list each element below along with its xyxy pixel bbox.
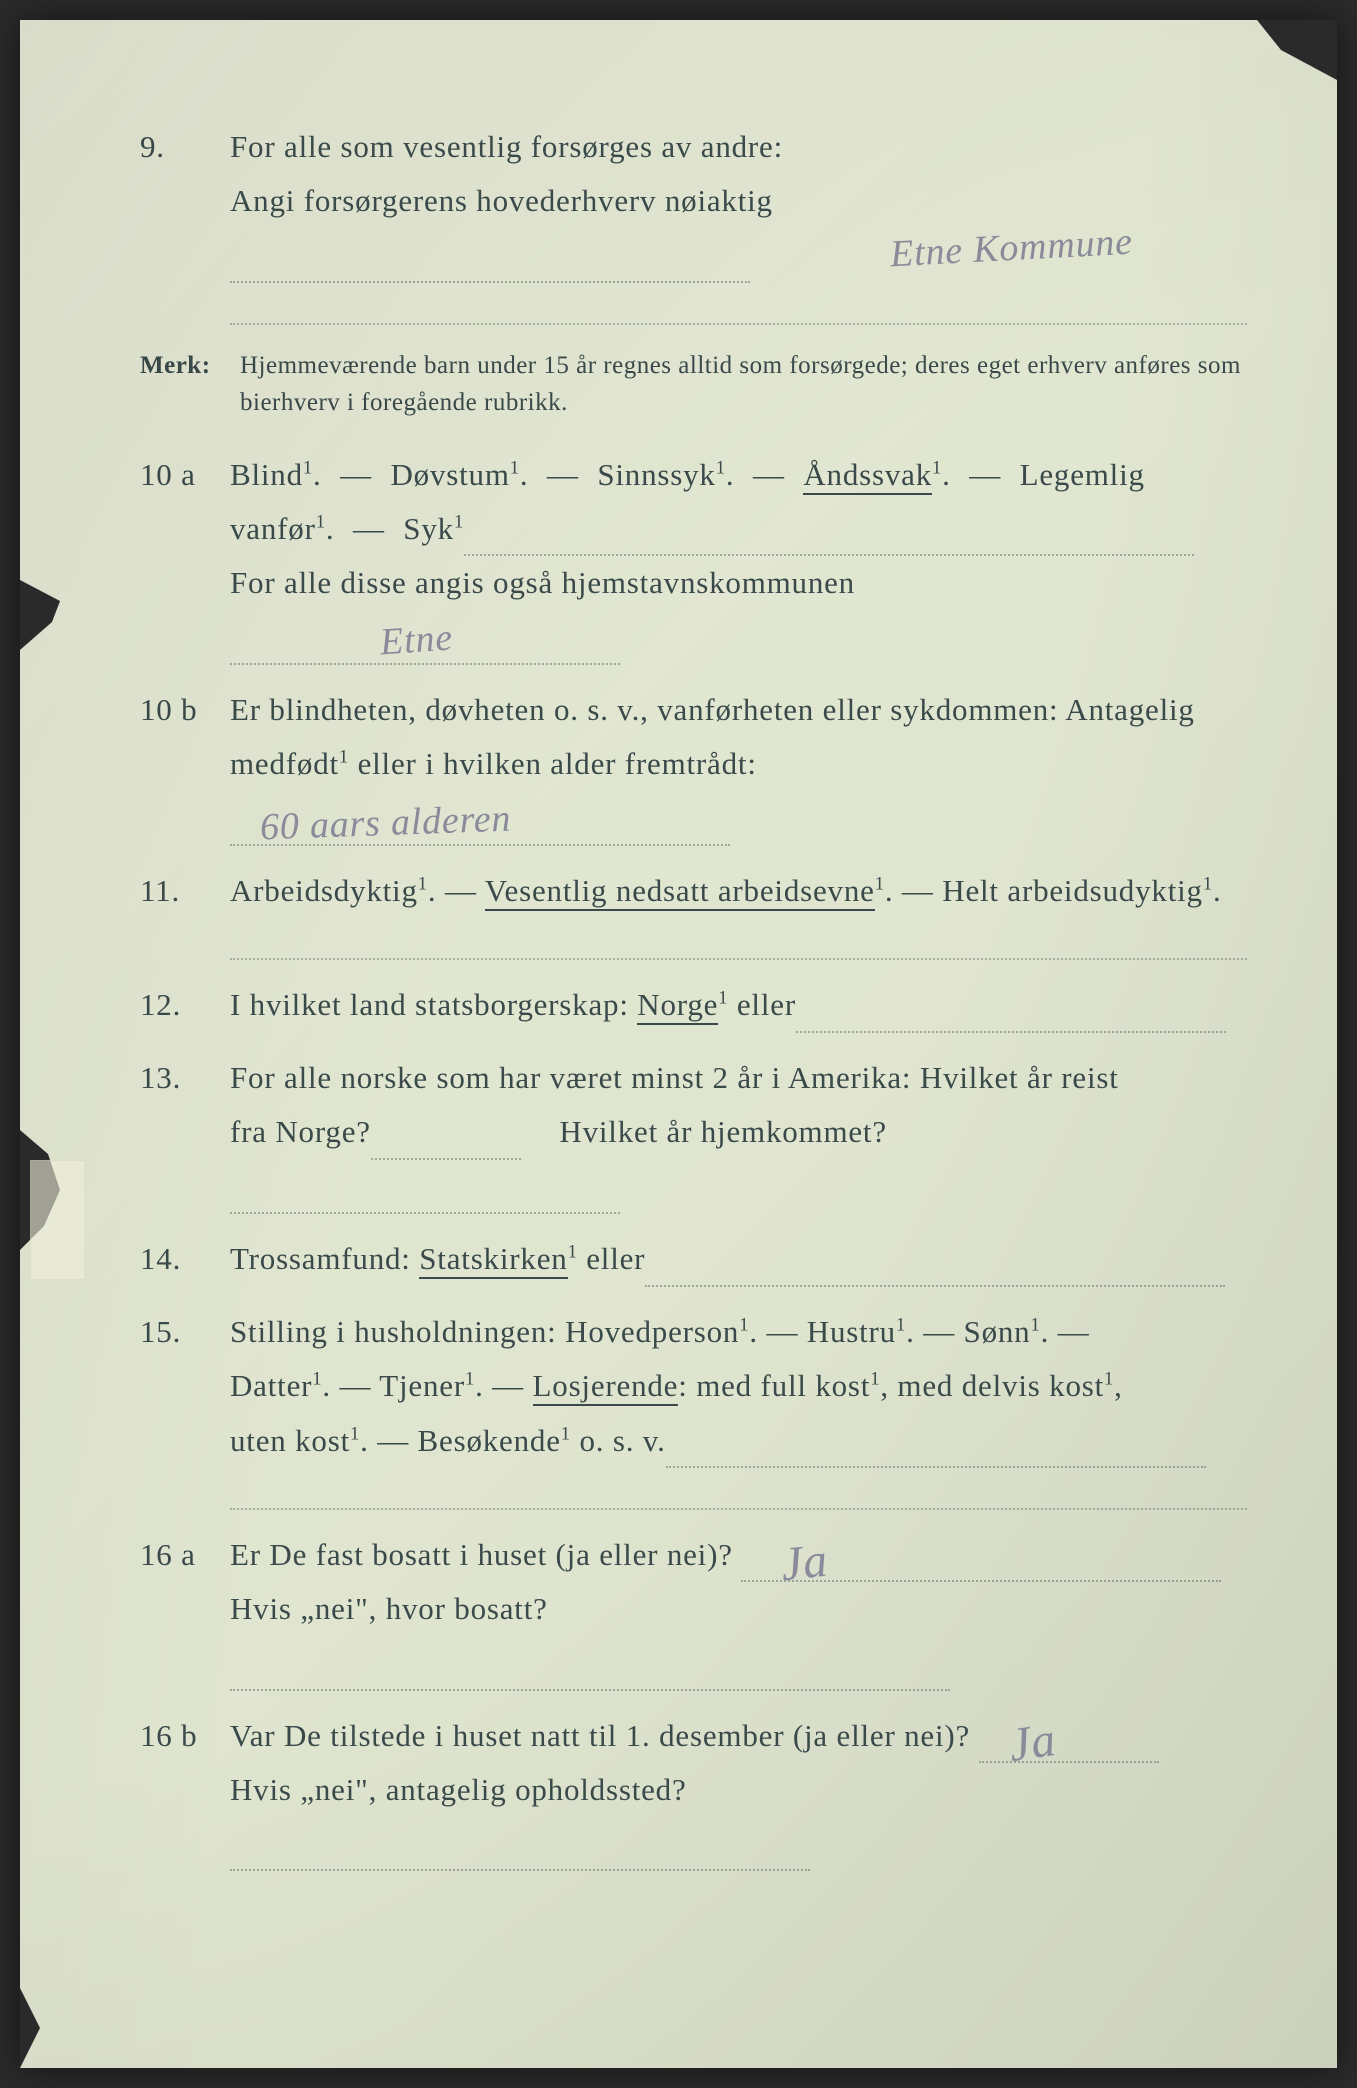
archival-tape	[30, 1160, 85, 1280]
option-text: Stilling i husholdningen: Hovedperson1. …	[230, 1305, 1247, 1359]
answer-line	[666, 1424, 1206, 1467]
answer-line	[230, 1170, 620, 1213]
answer-line: 60 aars alderen	[230, 802, 730, 845]
paper-tear	[1257, 20, 1337, 80]
question-text: Angi forsørgerens hovederhverv nøiaktig	[230, 183, 773, 218]
selected-option: Statskirken	[419, 1241, 567, 1279]
selected-option: Losjerende	[533, 1368, 679, 1406]
handwritten-answer: Etne Kommune	[888, 209, 1134, 288]
question-number: 10 a	[140, 448, 230, 665]
question-text: Hvilket år hjemkommet?	[559, 1114, 887, 1149]
answer-line: Ja	[979, 1719, 1159, 1762]
note-label: Merk:	[140, 347, 240, 422]
option-text: Datter1. — Tjener1. — Losjerende: med fu…	[230, 1359, 1247, 1413]
question-11: 11. Arbeidsdyktig1. — Vesentlig nedsatt …	[140, 864, 1247, 960]
handwritten-answer: Etne	[378, 605, 455, 676]
question-body: Trossamfund: Statskirken1 eller	[230, 1232, 1247, 1287]
question-12: 12. I hvilket land statsborgerskap: Norg…	[140, 978, 1247, 1033]
question-16a: 16 a Er De fast bosatt i huset (ja eller…	[140, 1528, 1247, 1691]
question-number: 16 a	[140, 1528, 230, 1691]
question-16b: 16 b Var De tilstede i huset natt til 1.…	[140, 1709, 1247, 1872]
question-10b: 10 b Er blindheten, døvheten o. s. v., v…	[140, 683, 1247, 846]
handwritten-answer: 60 aars alderen	[259, 786, 512, 861]
question-body: For alle som vesentlig forsørges av andr…	[230, 120, 1247, 325]
answer-line	[464, 513, 1194, 556]
option-text: Arbeidsdyktig1. — Vesentlig nedsatt arbe…	[230, 873, 1222, 908]
question-body: Var De tilstede i huset natt til 1. dese…	[230, 1709, 1247, 1872]
question-number: 10 b	[140, 683, 230, 846]
answer-line	[230, 1828, 810, 1871]
handwritten-answer: Ja	[777, 1518, 832, 1606]
question-15: 15. Stilling i husholdningen: Hovedperso…	[140, 1305, 1247, 1510]
paper-tear	[20, 580, 60, 650]
question-number: 13.	[140, 1051, 230, 1214]
question-text: Er De fast bosatt i huset (ja eller nei)…	[230, 1537, 733, 1572]
paper-tear	[20, 1988, 70, 2068]
question-13: 13. For alle norske som har været minst …	[140, 1051, 1247, 1214]
answer-line	[645, 1244, 1225, 1287]
question-body: Stilling i husholdningen: Hovedperson1. …	[230, 1305, 1247, 1510]
question-number: 11.	[140, 864, 230, 960]
answer-line	[230, 922, 1247, 960]
question-body: Blind1. — Døvstum1. — Sinnssyk1. — Åndss…	[230, 448, 1247, 665]
option-text: uten kost1. — Besøkende1 o. s. v.	[230, 1423, 666, 1458]
question-number: 12.	[140, 978, 230, 1033]
answer-line: Ja	[741, 1539, 1221, 1582]
question-text: For alle som vesentlig forsørges av andr…	[230, 120, 1247, 174]
question-text: medfødt1 eller i hvilken alder fremtrådt…	[230, 746, 757, 781]
note-block: Merk: Hjemmeværende barn under 15 år reg…	[140, 347, 1247, 422]
answer-line	[230, 1647, 950, 1690]
question-body: Er blindheten, døvheten o. s. v., vanfør…	[230, 683, 1247, 846]
selected-option: Norge	[637, 987, 718, 1025]
question-body: For alle norske som har været minst 2 år…	[230, 1051, 1247, 1214]
answer-line	[230, 287, 1247, 325]
question-text: Er blindheten, døvheten o. s. v., vanfør…	[230, 683, 1247, 737]
answer-line: Etne Kommune	[230, 239, 750, 282]
question-text: fra Norge?	[230, 1114, 371, 1149]
question-text: Hvis „nei", antagelig opholdssted?	[230, 1772, 687, 1807]
question-text: Trossamfund: Statskirken1 eller	[230, 1241, 645, 1276]
question-text: Var De tilstede i huset natt til 1. dese…	[230, 1718, 970, 1753]
question-number: 14.	[140, 1232, 230, 1287]
answer-line	[230, 1472, 1247, 1510]
option-text: vanfør1. — Syk1	[230, 511, 464, 546]
question-number: 16 b	[140, 1709, 230, 1872]
question-text: I hvilket land statsborgerskap: Norge1 e…	[230, 987, 796, 1022]
question-body: Er De fast bosatt i huset (ja eller nei)…	[230, 1528, 1247, 1691]
answer-line: Etne	[230, 621, 620, 664]
question-body: I hvilket land statsborgerskap: Norge1 e…	[230, 978, 1247, 1033]
question-number: 9.	[140, 120, 230, 325]
question-text: For alle norske som har været minst 2 år…	[230, 1051, 1247, 1105]
question-body: Arbeidsdyktig1. — Vesentlig nedsatt arbe…	[230, 864, 1247, 960]
selected-option: Vesentlig nedsatt arbeidsevne	[485, 873, 875, 911]
answer-line	[371, 1116, 521, 1159]
note-text: Hjemmeværende barn under 15 år regnes al…	[240, 347, 1247, 422]
question-9: 9. For alle som vesentlig forsørges av a…	[140, 120, 1247, 325]
census-form-page: 9. For alle som vesentlig forsørges av a…	[20, 20, 1337, 2068]
option-text: Blind1. — Døvstum1. — Sinnssyk1. — Åndss…	[230, 457, 1145, 492]
selected-option: Åndssvak	[803, 457, 932, 495]
question-text: Hvis „nei", hvor bosatt?	[230, 1591, 548, 1626]
question-14: 14. Trossamfund: Statskirken1 eller	[140, 1232, 1247, 1287]
question-10a: 10 a Blind1. — Døvstum1. — Sinnssyk1. — …	[140, 448, 1247, 665]
answer-line	[796, 990, 1226, 1033]
question-text: For alle disse angis også hjemstavnskomm…	[230, 565, 855, 600]
question-number: 15.	[140, 1305, 230, 1510]
